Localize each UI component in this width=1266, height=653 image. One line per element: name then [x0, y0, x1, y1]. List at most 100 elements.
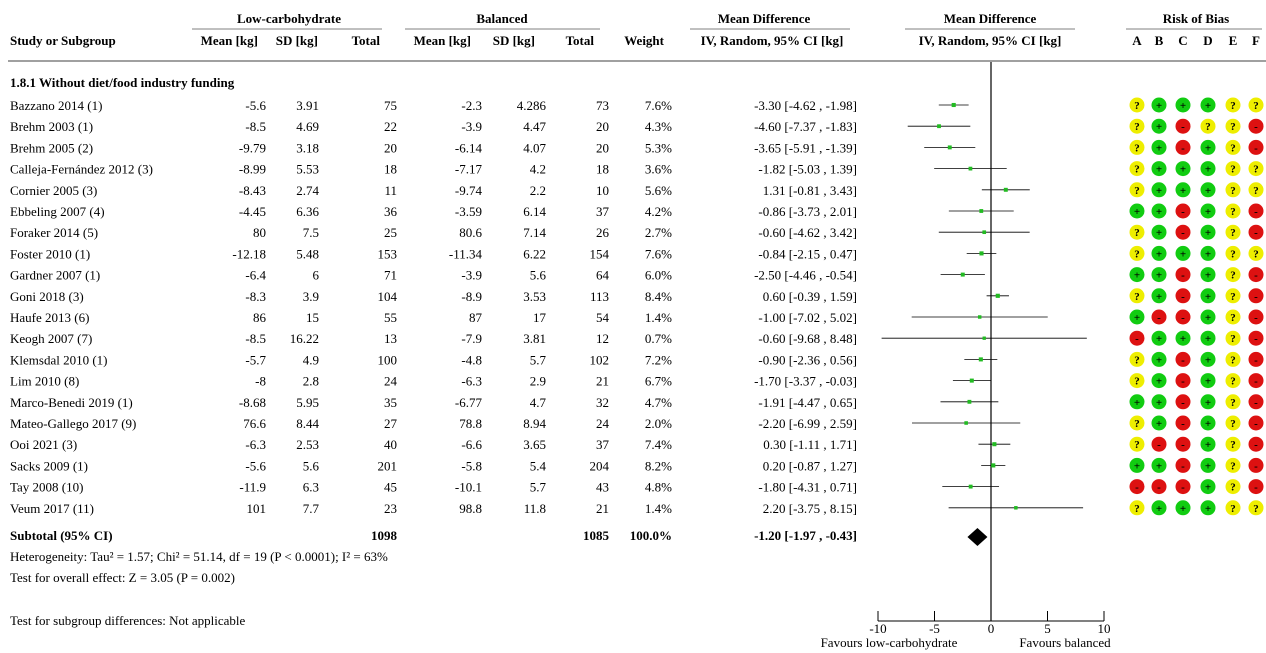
total-low: 22 [384, 119, 397, 134]
table-row: Foster 2010 (1) -12.18 5.48 153 -11.34 6.22 15… [10, 246, 857, 261]
rob-circle: + [1151, 457, 1167, 473]
sd-low: 5.6 [303, 458, 320, 473]
sd-bal: 7.14 [523, 225, 546, 240]
rob-symbol: - [1181, 312, 1185, 324]
total-low: 75 [384, 98, 397, 113]
x-tick-label: -10 [869, 621, 886, 636]
sd-low: 2.74 [296, 183, 319, 198]
ci-text: -0.86 [-3.73 , 2.01] [758, 204, 857, 219]
weight: 7.2% [645, 352, 672, 367]
rob-circle: + [1200, 224, 1216, 240]
rob-circle: + [1200, 479, 1216, 495]
group-low-header: Low-carbohydrate [237, 11, 341, 26]
study-name: Goni 2018 (3) [10, 289, 84, 304]
rob-circle: + [1129, 203, 1145, 219]
mean-low: -11.9 [239, 480, 266, 495]
group-balanced-header: Balanced [476, 11, 528, 26]
mean-bal: -10.1 [455, 480, 482, 495]
rob-symbol: - [1254, 376, 1258, 388]
rob-circle: - [1248, 267, 1264, 283]
mean-bal: -3.9 [461, 119, 482, 134]
total-low: 45 [384, 480, 397, 495]
rob-circle: - [1248, 479, 1264, 495]
md-plot-header: Mean Difference [944, 11, 1037, 26]
rob-letter-d: D [1203, 33, 1212, 48]
ci-text: -1.82 [-5.03 , 1.39] [758, 162, 857, 177]
rob-circle: - [1129, 479, 1145, 495]
sd-bal: 2.9 [530, 374, 546, 389]
mean-low: -4.45 [239, 204, 266, 219]
total-bal: 204 [590, 458, 610, 473]
rob-symbol: - [1181, 121, 1185, 133]
point-estimate [991, 463, 996, 468]
weight: 2.7% [645, 225, 672, 240]
sd-bal: 4.2 [530, 162, 546, 177]
subtotal-n-low: 1098 [371, 528, 398, 543]
rob-circle: - [1151, 479, 1167, 495]
rob-circle: + [1151, 415, 1167, 431]
sd-bal: 3.65 [523, 437, 546, 452]
rob-symbol: + [1156, 270, 1162, 282]
point-estimate [947, 145, 952, 150]
ci-text: 0.30 [-1.11 , 1.71] [763, 437, 857, 452]
sd-bal: 2.2 [530, 183, 546, 198]
study-name: Klemsdal 2010 (1) [10, 352, 107, 367]
rob-symbol: - [1254, 142, 1258, 154]
rob-symbol: ? [1230, 418, 1236, 430]
mean-low: 80 [253, 225, 266, 240]
total-bal: 37 [596, 437, 610, 452]
sd-low: 6.36 [296, 204, 319, 219]
sd-low: 7.5 [303, 225, 319, 240]
rob-symbol: ? [1230, 206, 1236, 218]
x-tick-label: 5 [1044, 621, 1051, 636]
total-low: 35 [384, 395, 397, 410]
subtotal-weight: 100.0% [630, 528, 672, 543]
point-estimate [968, 166, 973, 171]
point-estimate [951, 102, 956, 108]
rob-circle: - [1175, 139, 1191, 155]
rob-circle: ? [1225, 182, 1241, 198]
point-estimate [979, 251, 984, 256]
favours-balanced-label: Favours balanced [1019, 635, 1111, 650]
total-bal: 102 [590, 352, 610, 367]
overall-effect-text: Test for overall effect: Z = 3.05 (P = 0… [10, 570, 235, 585]
total-bal: 73 [596, 98, 609, 113]
col-mean-low: Mean [kg] [201, 33, 258, 48]
rob-symbol: - [1254, 227, 1258, 239]
sd-bal: 4.47 [523, 119, 546, 134]
subtotal-ci: -1.20 [-1.97 , -0.43] [754, 528, 857, 543]
rob-circle: ? [1129, 97, 1145, 113]
rob-symbol: ? [1134, 354, 1140, 366]
mean-low: 76.6 [243, 416, 266, 431]
total-bal: 21 [596, 374, 609, 389]
table-row: Keogh 2007 (7) -8.5 16.22 13 -7.9 3.81 12 0.7% -… [10, 331, 857, 346]
total-low: 153 [378, 246, 398, 261]
rob-symbol: + [1156, 248, 1162, 260]
rob-circle: + [1175, 330, 1191, 346]
rob-circle: - [1248, 118, 1264, 134]
rob-symbol: - [1181, 418, 1185, 430]
rob-symbol: + [1134, 397, 1140, 409]
study-name: Brehm 2005 (2) [10, 140, 93, 155]
study-name: Brehm 2003 (1) [10, 119, 93, 134]
table-row: Klemsdal 2010 (1) -5.7 4.9 100 -4.8 5.7 102 7.2… [10, 352, 857, 367]
ci-text: -3.65 [-5.91 , -1.39] [754, 140, 857, 155]
rob-symbol: + [1205, 100, 1211, 112]
rob-circle: + [1151, 139, 1167, 155]
total-bal: 18 [596, 162, 609, 177]
sd-bal: 4.07 [523, 140, 546, 155]
rob-circle: ? [1225, 288, 1241, 304]
table-row: Gardner 2007 (1) -6.4 6 71 -3.9 5.6 64 6.0% -2.5… [10, 268, 857, 283]
rob-symbol: - [1181, 270, 1185, 282]
rob-circle: + [1175, 182, 1191, 198]
study-name: Veum 2017 (11) [10, 501, 94, 516]
favours-low-label: Favours low-carbohydrate [821, 635, 958, 650]
ci-text: -2.50 [-4.46 , -0.54] [754, 268, 857, 283]
rob-circle: + [1151, 500, 1167, 516]
rob-circle: - [1175, 224, 1191, 240]
total-bal: 64 [596, 268, 610, 283]
total-low: 40 [384, 437, 397, 452]
rob-symbol: ? [1205, 121, 1211, 133]
point-estimate [982, 336, 986, 340]
rob-symbol: + [1205, 291, 1211, 303]
